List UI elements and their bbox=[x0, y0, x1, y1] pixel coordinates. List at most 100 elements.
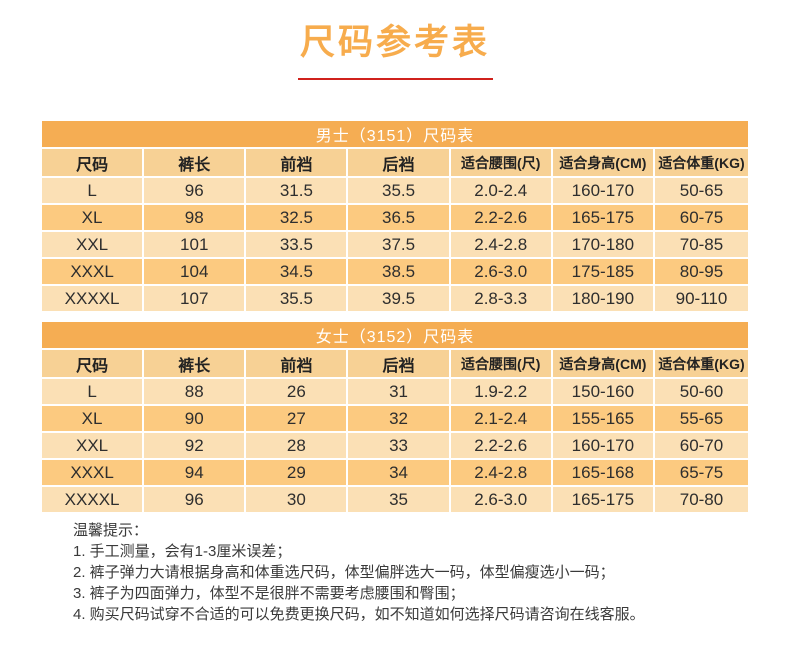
men-table-title: 男士（3151）尺码表 bbox=[40, 119, 750, 149]
waist-cell: 2.1-2.4 bbox=[448, 404, 553, 433]
waist-cell: 1.9-2.2 bbox=[448, 377, 553, 406]
back-rise-cell: 35 bbox=[346, 485, 451, 514]
notes-section: 温馨提示： 1. 手工测量，会有1-3厘米误差； 2. 裤子弹力大请根据身高和体… bbox=[73, 520, 750, 625]
weight-cell: 70-85 bbox=[652, 230, 751, 259]
height-cell: 150-160 bbox=[550, 377, 655, 406]
table-row: XXXL 94 29 34 2.4-2.8 165-168 65-75 bbox=[39, 458, 751, 487]
pant-length-cell: 88 bbox=[142, 377, 247, 406]
title-underline bbox=[297, 78, 493, 80]
back-rise-cell: 36.5 bbox=[346, 203, 451, 232]
table-row: XL 90 27 32 2.1-2.4 155-165 55-65 bbox=[39, 404, 751, 433]
size-cell: XL bbox=[39, 203, 145, 232]
waist-cell: 2.0-2.4 bbox=[448, 176, 553, 205]
men-size-table: 男士（3151）尺码表 尺码 裤长 前裆 后裆 适合腰围(尺) 适合身高(CM)… bbox=[39, 119, 751, 313]
height-cell: 170-180 bbox=[550, 230, 655, 259]
pant-length-cell: 96 bbox=[142, 485, 247, 514]
front-rise-cell: 29 bbox=[244, 458, 349, 487]
size-cell: XXL bbox=[39, 230, 145, 259]
notes-heading: 温馨提示： bbox=[73, 522, 149, 539]
note-item: 2. 裤子弹力大请根据身高和体重选尺码，体型偏胖选大一码，体型偏瘦选小一码； bbox=[73, 564, 615, 581]
waist-cell: 2.6-3.0 bbox=[448, 485, 553, 514]
pant-length-cell: 94 bbox=[142, 458, 247, 487]
height-cell: 180-190 bbox=[550, 284, 655, 313]
pant-length-cell: 96 bbox=[142, 176, 247, 205]
waist-cell: 2.4-2.8 bbox=[448, 230, 553, 259]
women-table-title: 女士（3152）尺码表 bbox=[40, 320, 750, 350]
size-cell: XXL bbox=[39, 431, 145, 460]
front-rise-cell: 28 bbox=[244, 431, 349, 460]
weight-cell: 70-80 bbox=[652, 485, 751, 514]
column-header-pant-length: 裤长 bbox=[142, 147, 247, 178]
size-cell: XXXXL bbox=[39, 284, 145, 313]
weight-cell: 50-60 bbox=[652, 377, 751, 406]
column-header-pant-length: 裤长 bbox=[142, 348, 247, 379]
front-rise-cell: 34.5 bbox=[244, 257, 349, 286]
back-rise-cell: 31 bbox=[346, 377, 451, 406]
pant-length-cell: 107 bbox=[142, 284, 247, 313]
men-table-title-row: 男士（3151）尺码表 bbox=[40, 119, 750, 149]
weight-cell: 55-65 bbox=[652, 404, 751, 433]
note-item: 4. 购买尺码试穿不合适的可以免费更换尺码，如不知道如何选择尺码请咨询在线客服。 bbox=[73, 606, 645, 623]
column-header-waist: 适合腰围(尺) bbox=[448, 147, 553, 178]
back-rise-cell: 34 bbox=[346, 458, 451, 487]
column-header-size: 尺码 bbox=[39, 147, 145, 178]
column-header-size: 尺码 bbox=[39, 348, 145, 379]
height-cell: 155-165 bbox=[550, 404, 655, 433]
weight-cell: 50-65 bbox=[652, 176, 751, 205]
column-header-back-rise: 后裆 bbox=[346, 147, 451, 178]
note-item: 3. 裤子为四面弹力，体型不是很胖不需要考虑腰围和臀围； bbox=[73, 585, 465, 602]
size-cell: L bbox=[39, 377, 145, 406]
pant-length-cell: 101 bbox=[142, 230, 247, 259]
women-table-title-row: 女士（3152）尺码表 bbox=[40, 320, 750, 350]
size-cell: XXXL bbox=[39, 257, 145, 286]
page-title: 尺码参考表 bbox=[299, 23, 490, 62]
weight-cell: 60-75 bbox=[652, 203, 751, 232]
table-row: XXXXL 96 30 35 2.6-3.0 165-175 70-80 bbox=[39, 485, 751, 514]
table-row: XL 98 32.5 36.5 2.2-2.6 165-175 60-75 bbox=[39, 203, 751, 232]
front-rise-cell: 33.5 bbox=[244, 230, 349, 259]
pant-length-cell: 98 bbox=[142, 203, 247, 232]
front-rise-cell: 31.5 bbox=[244, 176, 349, 205]
table-row: XXL 101 33.5 37.5 2.4-2.8 170-180 70-85 bbox=[39, 230, 751, 259]
table-row: L 88 26 31 1.9-2.2 150-160 50-60 bbox=[39, 377, 751, 406]
back-rise-cell: 37.5 bbox=[346, 230, 451, 259]
front-rise-cell: 26 bbox=[244, 377, 349, 406]
weight-cell: 65-75 bbox=[652, 458, 751, 487]
back-rise-cell: 32 bbox=[346, 404, 451, 433]
column-header-height: 适合身高(CM) bbox=[550, 348, 655, 379]
size-cell: XL bbox=[39, 404, 145, 433]
front-rise-cell: 32.5 bbox=[244, 203, 349, 232]
height-cell: 165-175 bbox=[550, 485, 655, 514]
weight-cell: 60-70 bbox=[652, 431, 751, 460]
table-row: XXXXL 107 35.5 39.5 2.8-3.3 180-190 90-1… bbox=[39, 284, 751, 313]
height-cell: 165-168 bbox=[550, 458, 655, 487]
back-rise-cell: 39.5 bbox=[346, 284, 451, 313]
waist-cell: 2.2-2.6 bbox=[448, 203, 553, 232]
women-size-table: 女士（3152）尺码表 尺码 裤长 前裆 后裆 适合腰围(尺) 适合身高(CM)… bbox=[39, 320, 751, 514]
waist-cell: 2.8-3.3 bbox=[448, 284, 553, 313]
column-header-height: 适合身高(CM) bbox=[550, 147, 655, 178]
back-rise-cell: 33 bbox=[346, 431, 451, 460]
height-cell: 165-175 bbox=[550, 203, 655, 232]
column-header-weight: 适合体重(KG) bbox=[652, 147, 751, 178]
height-cell: 160-170 bbox=[550, 176, 655, 205]
column-header-weight: 适合体重(KG) bbox=[652, 348, 751, 379]
height-cell: 160-170 bbox=[550, 431, 655, 460]
size-cell: XXXL bbox=[39, 458, 145, 487]
size-cell: L bbox=[39, 176, 145, 205]
front-rise-cell: 35.5 bbox=[244, 284, 349, 313]
column-header-front-rise: 前裆 bbox=[244, 147, 349, 178]
waist-cell: 2.6-3.0 bbox=[448, 257, 553, 286]
height-cell: 175-185 bbox=[550, 257, 655, 286]
weight-cell: 90-110 bbox=[652, 284, 751, 313]
table-row: XXL 92 28 33 2.2-2.6 160-170 60-70 bbox=[39, 431, 751, 460]
size-cell: XXXXL bbox=[39, 485, 145, 514]
pant-length-cell: 90 bbox=[142, 404, 247, 433]
pant-length-cell: 92 bbox=[142, 431, 247, 460]
column-header-back-rise: 后裆 bbox=[346, 348, 451, 379]
table-row: L 96 31.5 35.5 2.0-2.4 160-170 50-65 bbox=[39, 176, 751, 205]
column-header-waist: 适合腰围(尺) bbox=[448, 348, 553, 379]
women-column-header-row: 尺码 裤长 前裆 后裆 适合腰围(尺) 适合身高(CM) 适合体重(KG) bbox=[39, 348, 751, 379]
weight-cell: 80-95 bbox=[652, 257, 751, 286]
front-rise-cell: 27 bbox=[244, 404, 349, 433]
